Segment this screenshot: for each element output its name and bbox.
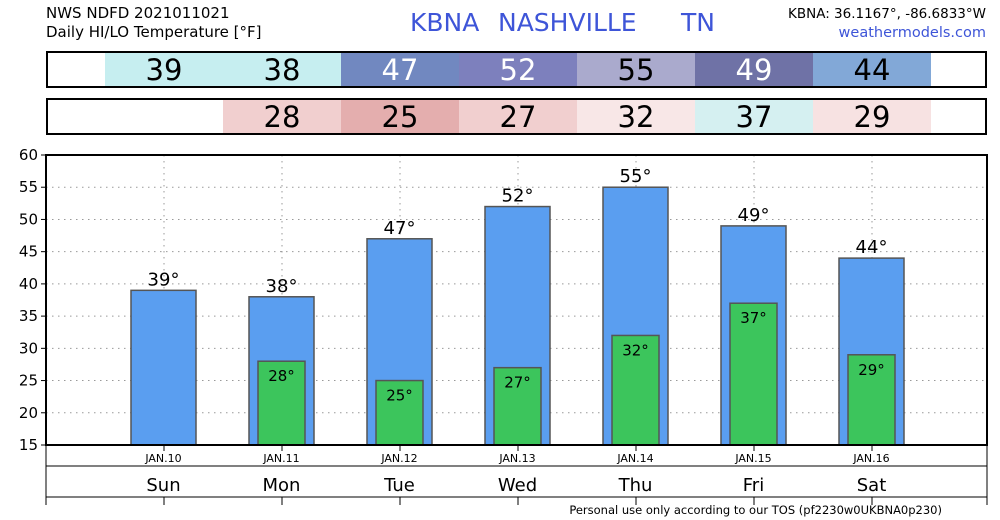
date-label: JAN.10	[144, 452, 181, 465]
lo-bar-label: 28°	[268, 367, 295, 385]
lo-bar	[257, 360, 306, 446]
date-label: JAN.14	[616, 452, 653, 465]
lo-cell: 32	[577, 100, 695, 134]
y-tick-label: 25	[19, 372, 38, 390]
lo-cell: 37	[695, 100, 813, 134]
city-name: NASHVILLE	[498, 8, 637, 37]
hi-bar-label: 55°	[620, 166, 652, 187]
day-label: Sat	[857, 475, 887, 496]
header-info: NWS NDFD 2021011021 Daily HI/LO Temperat…	[46, 4, 262, 42]
lo-bar-label: 27°	[504, 374, 531, 392]
lo-cell	[105, 100, 223, 133]
hi-bar-label: 39°	[148, 269, 180, 290]
site-link[interactable]: weathermodels.com	[838, 25, 986, 41]
lo-bar	[729, 302, 778, 446]
day-label: Tue	[383, 475, 415, 496]
y-tick-label: 15	[19, 436, 38, 454]
hi-bar-label: 52°	[502, 186, 534, 207]
station-code: KBNA	[410, 8, 480, 37]
hi-cell: 52	[459, 53, 577, 87]
lo-bar-label: 37°	[740, 309, 767, 327]
y-tick-label: 55	[19, 178, 38, 196]
y-tick-label: 20	[19, 404, 38, 422]
lo-bar-label: 25°	[386, 387, 413, 405]
day-label: Fri	[743, 475, 764, 496]
hi-bar-label: 44°	[856, 237, 888, 258]
hi-bar-label: 49°	[738, 205, 770, 226]
date-label: JAN.15	[734, 452, 771, 465]
lo-cell: 28	[223, 100, 341, 134]
hi-temp-strip: 39 38 47 52 55 49 44	[46, 51, 987, 88]
lo-cell: 27	[459, 100, 577, 134]
header-coords: KBNA: 36.1167°, -86.6833°W weathermodels…	[788, 5, 986, 43]
lo-cell: 25	[341, 100, 459, 134]
hi-cell: 38	[223, 53, 341, 87]
day-label: Sun	[146, 475, 180, 496]
date-label: JAN.13	[498, 452, 535, 465]
date-label: JAN.16	[852, 452, 889, 465]
product-line: NWS NDFD 2021011021	[46, 4, 230, 22]
y-tick-label: 40	[19, 275, 38, 293]
variable-line: Daily HI/LO Temperature [°F]	[46, 23, 262, 41]
y-tick-label: 60	[19, 146, 38, 164]
state-code: TN	[681, 8, 715, 37]
lo-bar	[611, 334, 660, 446]
hi-cell: 47	[341, 53, 459, 87]
coordinates: KBNA: 36.1167°, -86.6833°W	[787, 6, 986, 22]
day-label: Wed	[498, 475, 537, 496]
y-tick-label: 45	[19, 243, 38, 261]
lo-bar-label: 32°	[622, 341, 649, 359]
y-tick-label: 35	[19, 307, 38, 325]
date-label: JAN.11	[262, 452, 299, 465]
hi-bar-label: 38°	[266, 276, 298, 297]
lo-temp-strip: 28 25 27 32 37 29	[46, 98, 987, 135]
lo-cell: 29	[813, 100, 931, 134]
hi-cell: 55	[577, 53, 695, 87]
hi-cell: 49	[695, 53, 813, 87]
lo-bar-label: 29°	[858, 361, 885, 379]
day-label: Thu	[618, 475, 653, 496]
footer-note: Personal use only according to our TOS (…	[569, 503, 942, 517]
y-tick-label: 30	[19, 339, 38, 357]
hi-cell: 39	[105, 53, 223, 87]
date-label: JAN.12	[380, 452, 417, 465]
hi-cell: 44	[813, 53, 931, 87]
hi-bar-label: 47°	[384, 218, 416, 239]
plot-border	[45, 154, 988, 446]
day-label: Mon	[263, 475, 301, 496]
y-tick-label: 50	[19, 210, 38, 228]
hi-bar	[130, 289, 197, 446]
